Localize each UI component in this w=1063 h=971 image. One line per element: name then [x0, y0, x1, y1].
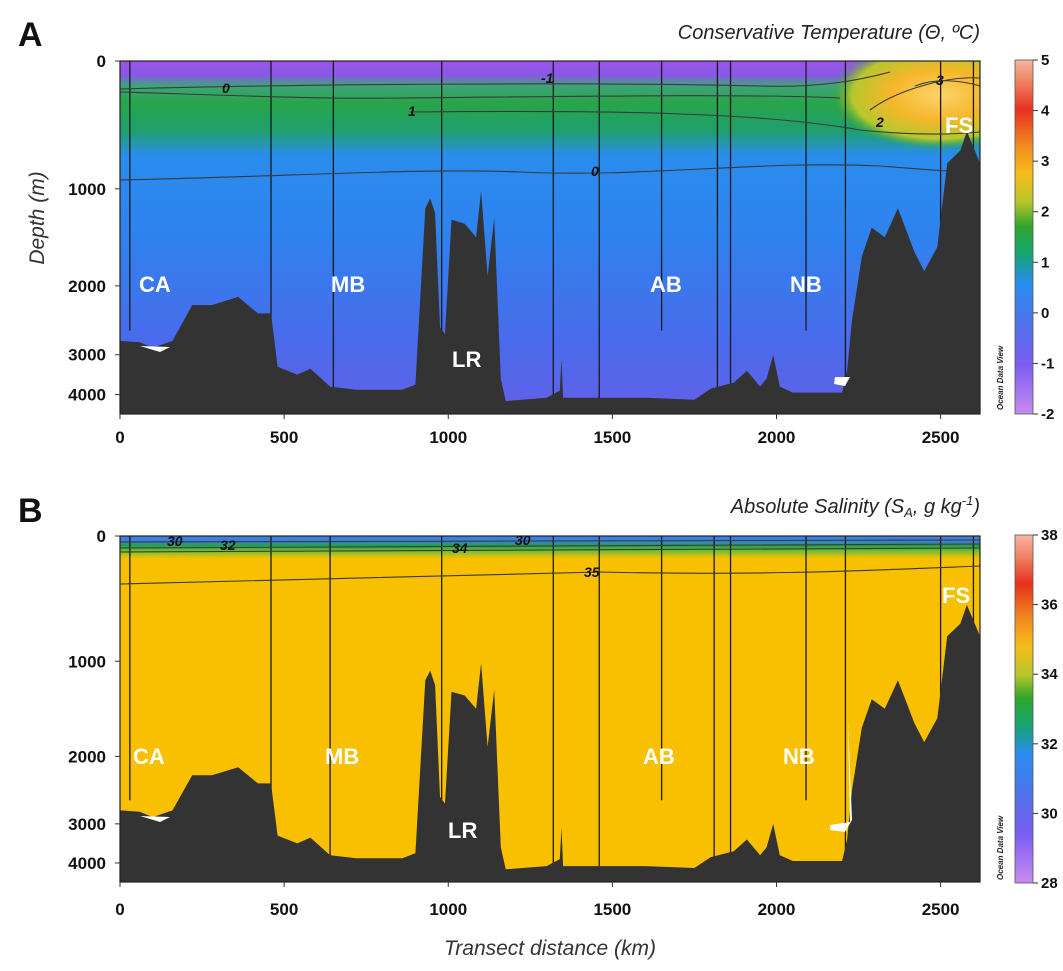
x-tick-label: 1000 — [429, 900, 467, 919]
panel-a-title: Conservative Temperature (Θ, ºC) — [678, 22, 980, 44]
atlantic-warm-core — [830, 61, 980, 150]
x-axis-ticks: 0 500 1000 1500 2000 2500 — [115, 882, 960, 919]
x-axis-ticks: 0 500 1000 1500 2000 2500 — [115, 414, 960, 447]
y-tick-label: 1000 — [68, 180, 106, 199]
colorbar-a-ticks: 5 4 3 2 1 0 -1 -2 — [1033, 52, 1054, 423]
isotherm-2 — [869, 77, 980, 111]
isohaline-30 — [120, 539, 980, 543]
isotherm-minus1 — [120, 71, 891, 90]
region-label-lr: LR — [448, 818, 477, 843]
colorbar-tick-label: 2 — [1041, 204, 1049, 221]
contour-label: 1 — [408, 103, 416, 119]
colorbar-tick-label: 4 — [1041, 103, 1050, 120]
colorbar-tick-label: -1 — [1041, 355, 1054, 372]
y-tick-label: 3000 — [68, 815, 106, 834]
colorbar-a — [1014, 59, 1034, 415]
region-label-ab: AB — [650, 272, 682, 297]
contour-label: 35 — [584, 564, 600, 580]
contour-label: 2 — [875, 114, 884, 130]
contour-label: -1 — [541, 70, 554, 86]
panel-a-letter: A — [18, 16, 43, 54]
region-label-nb: NB — [783, 744, 815, 769]
x-tick-label: 2500 — [922, 900, 960, 919]
colorbar-tick-label: 32 — [1041, 736, 1058, 753]
region-label-nb: NB — [790, 272, 822, 297]
ocean-data-view-credit: Ocean Data View — [996, 815, 1005, 880]
y-tick-label: 0 — [97, 52, 106, 71]
colorbar-tick-label: 3 — [1041, 153, 1049, 170]
y-tick-label: 2000 — [68, 747, 106, 766]
colorbar-tick-label: -2 — [1041, 406, 1054, 423]
isotherm-3 — [914, 80, 980, 87]
colorbar-b — [1014, 534, 1034, 884]
panel-a: A Conservative Temperature (Θ, ºC) Depth… — [18, 16, 1054, 447]
contour-label: 3 — [936, 72, 944, 88]
y-tick-label: 1000 — [68, 652, 106, 671]
x-tick-label: 0 — [115, 428, 124, 447]
temperature-section — [120, 61, 980, 414]
panel-b: B Absolute Salinity (SA, g kg-1) 30 32 3… — [18, 492, 1058, 919]
contour-label: 30 — [167, 533, 183, 549]
colorbar-tick-label: 0 — [1041, 305, 1049, 322]
x-tick-label: 2000 — [758, 428, 796, 447]
contour-label: 0 — [222, 80, 230, 96]
isohaline-35 — [120, 565, 980, 585]
region-label-mb: MB — [331, 272, 365, 297]
y-tick-label: 3000 — [68, 346, 106, 365]
colorbar-tick-label: 28 — [1041, 875, 1058, 892]
ocean-data-view-credit: Ocean Data View — [996, 345, 1005, 410]
colorbar-tick-label: 1 — [1041, 254, 1049, 271]
region-label-ca: CA — [139, 272, 171, 297]
y-tick-label: 4000 — [68, 386, 106, 405]
isotherm-0-upper — [120, 91, 841, 99]
panel-b-frame — [119, 535, 981, 883]
y-axis-ticks: 0 1000 2000 3000 4000 — [68, 527, 120, 873]
x-tick-label: 1500 — [593, 428, 631, 447]
region-label-lr: LR — [452, 347, 481, 372]
data-gap — [140, 346, 170, 352]
salinity-section — [120, 536, 980, 882]
contour-label: 30 — [515, 532, 531, 548]
x-tick-label: 1500 — [593, 900, 631, 919]
region-label-mb: MB — [325, 744, 359, 769]
x-tick-label: 500 — [270, 900, 298, 919]
colorbar-tick-label: 5 — [1041, 52, 1049, 69]
x-tick-label: 2500 — [922, 428, 960, 447]
y-tick-label: 0 — [97, 527, 106, 546]
contour-label: 34 — [452, 540, 468, 556]
y-axis-label: Depth (m) — [26, 171, 49, 264]
y-tick-label: 2000 — [68, 277, 106, 296]
colorbar-b-ticks: 38 36 34 32 30 28 — [1033, 527, 1058, 892]
panel-b-title: Absolute Salinity (SA, g kg-1) — [730, 493, 980, 520]
bathymetry — [120, 604, 980, 882]
data-gap — [140, 816, 170, 822]
region-label-ab: AB — [643, 744, 675, 769]
x-axis-label: Transect distance (km) — [444, 937, 656, 960]
panel-b-letter: B — [18, 492, 43, 530]
x-tick-label: 2000 — [758, 900, 796, 919]
colorbar-tick-label: 34 — [1041, 666, 1058, 683]
x-tick-label: 1000 — [429, 428, 467, 447]
colorbar-tick-label: 36 — [1041, 597, 1058, 614]
contour-label: 0 — [591, 163, 599, 179]
y-axis-ticks: 0 1000 2000 3000 4000 — [68, 52, 120, 405]
colorbar-tick-label: 30 — [1041, 805, 1058, 822]
bathymetry — [120, 131, 980, 414]
contour-label: 32 — [220, 537, 236, 553]
region-label-fs: FS — [942, 583, 970, 608]
x-tick-label: 0 — [115, 900, 124, 919]
isotherm-1 — [409, 110, 980, 135]
panel-a-frame — [119, 60, 981, 415]
data-gap — [834, 377, 850, 386]
x-tick-label: 500 — [270, 428, 298, 447]
isotherm-0-lower — [120, 164, 980, 181]
y-tick-label: 4000 — [68, 854, 106, 873]
region-label-fs: FS — [945, 113, 973, 138]
colorbar-tick-label: 38 — [1041, 527, 1058, 544]
region-label-ca: CA — [133, 744, 165, 769]
